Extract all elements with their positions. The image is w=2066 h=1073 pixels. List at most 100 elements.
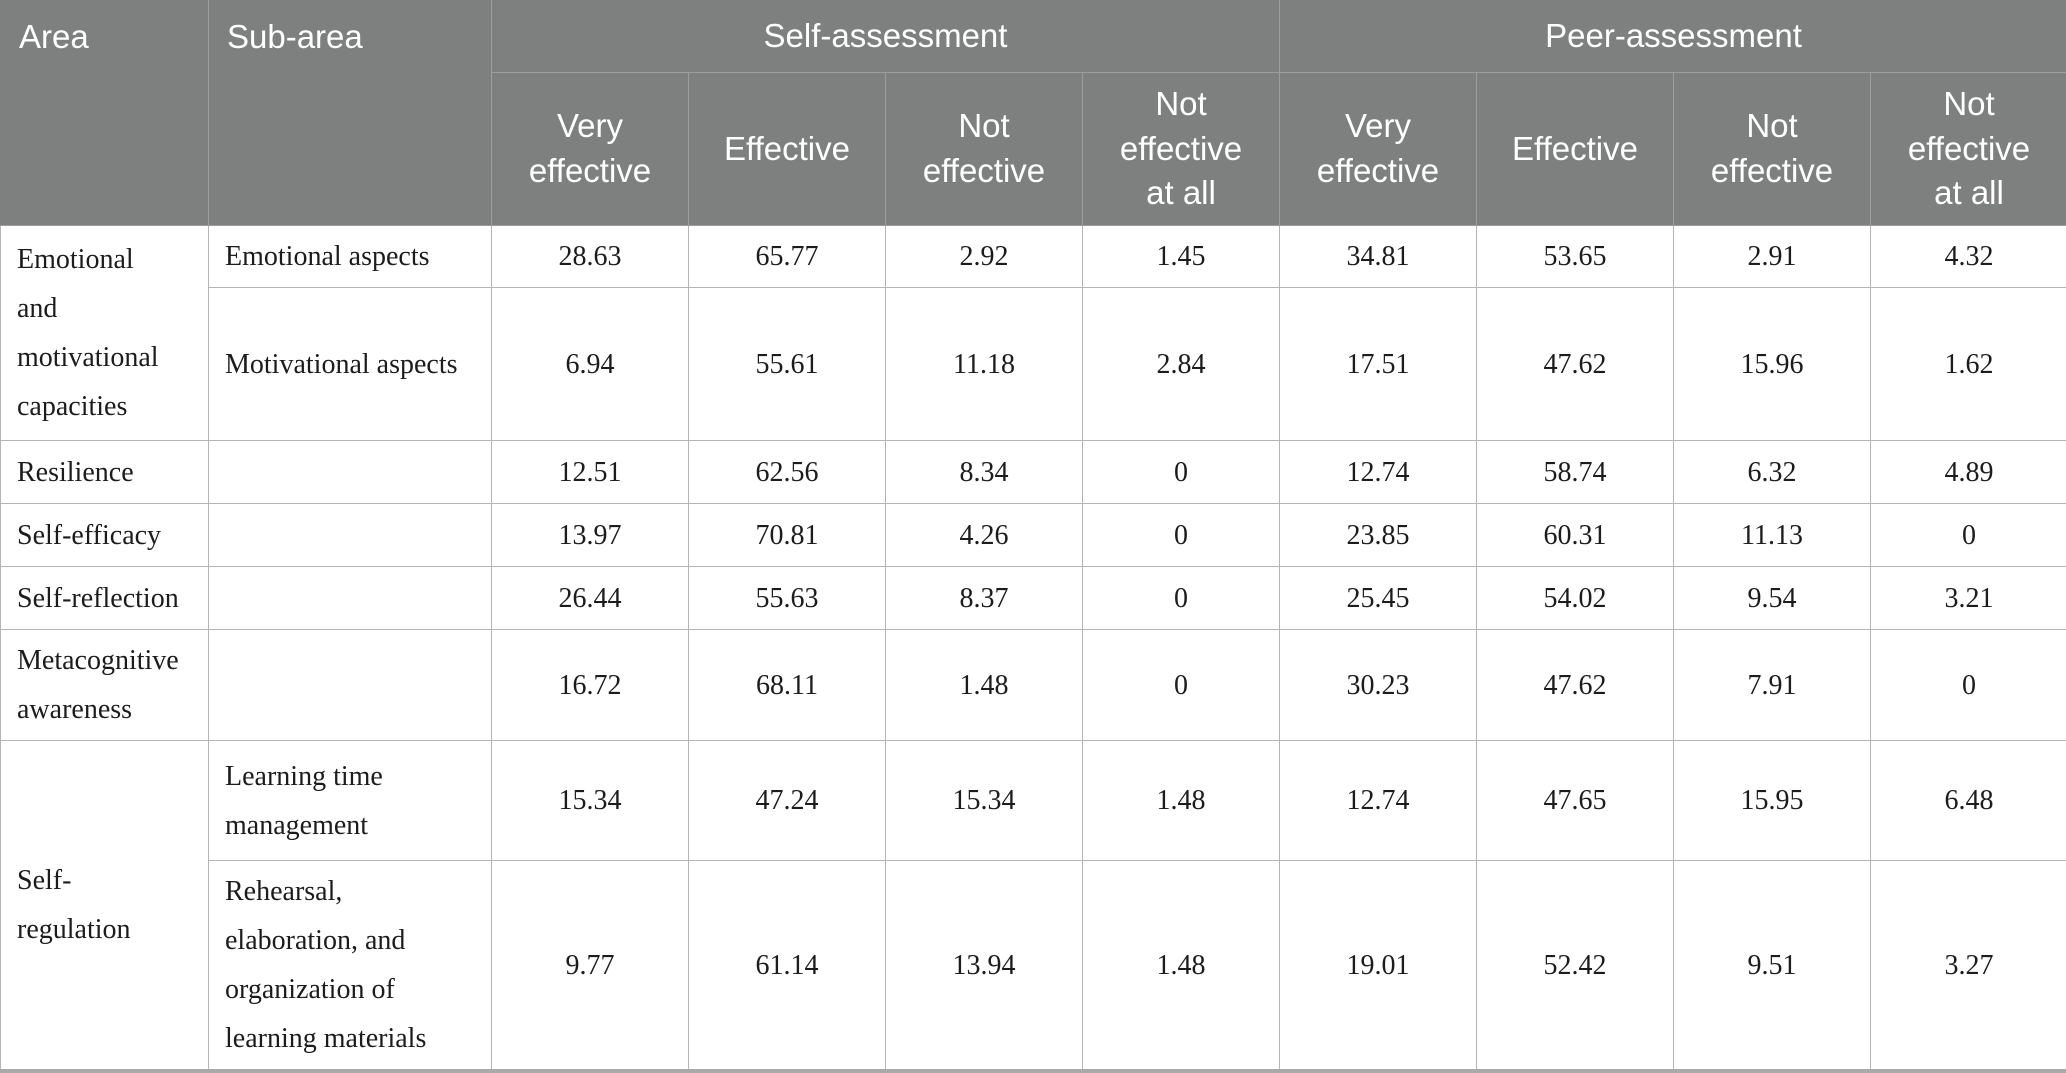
value-cell: 19.01 bbox=[1279, 860, 1477, 1072]
subarea-cell-empty bbox=[208, 629, 492, 741]
value-cell: 54.02 bbox=[1476, 566, 1674, 630]
col-header-peer-very-effective: Very effective bbox=[1279, 72, 1477, 226]
table-row: Metacognitive awareness 16.72 68.11 1.48… bbox=[0, 629, 2066, 741]
value-cell: 3.27 bbox=[1869, 860, 2066, 1072]
value-cell: 0 bbox=[1869, 503, 2066, 567]
value-cell: 15.95 bbox=[1673, 740, 1871, 861]
value-cell: 15.96 bbox=[1673, 287, 1871, 441]
value-cell: 62.56 bbox=[688, 440, 886, 504]
area-cell: Self-efficacy bbox=[0, 503, 209, 567]
subarea-cell: Learning time management bbox=[208, 740, 492, 861]
col-header-peer-not-effective-at-all: Not effective at all bbox=[1869, 72, 2066, 226]
col-header-self-very-effective: Very effective bbox=[491, 72, 689, 226]
value-cell: 0 bbox=[1082, 440, 1280, 504]
table-row: Rehearsal, elaboration, and organization… bbox=[1, 860, 2066, 1072]
value-cell: 47.62 bbox=[1476, 629, 1674, 741]
value-cell: 8.34 bbox=[885, 440, 1083, 504]
value-cell: 0 bbox=[1082, 566, 1280, 630]
value-cell: 15.34 bbox=[885, 740, 1083, 861]
table-row: Self-efficacy 13.97 70.81 4.26 0 23.85 6… bbox=[0, 503, 2066, 567]
value-cell: 0 bbox=[1082, 503, 1280, 567]
value-cell: 55.63 bbox=[688, 566, 886, 630]
col-header-peer-not-effective: Not effective bbox=[1673, 72, 1871, 226]
value-cell: 52.42 bbox=[1476, 860, 1674, 1072]
value-cell: 23.85 bbox=[1279, 503, 1477, 567]
value-cell: 6.94 bbox=[491, 287, 689, 441]
col-header-peer-effective: Effective bbox=[1476, 72, 1674, 226]
value-cell: 30.23 bbox=[1279, 629, 1477, 741]
value-cell: 25.45 bbox=[1279, 566, 1477, 630]
value-cell: 0 bbox=[1869, 629, 2066, 741]
value-cell: 4.32 bbox=[1869, 225, 2066, 288]
value-cell: 68.11 bbox=[688, 629, 886, 741]
value-cell: 9.77 bbox=[491, 860, 689, 1072]
value-cell: 4.89 bbox=[1869, 440, 2066, 504]
value-cell: 3.21 bbox=[1869, 566, 2066, 630]
value-cell: 17.51 bbox=[1279, 287, 1477, 441]
subarea-cell: Rehearsal, elaboration, and organization… bbox=[208, 860, 492, 1072]
value-cell: 1.48 bbox=[885, 629, 1083, 741]
value-cell: 11.13 bbox=[1673, 503, 1871, 567]
value-cell: 15.34 bbox=[491, 740, 689, 861]
value-cell: 12.51 bbox=[491, 440, 689, 504]
value-cell: 9.51 bbox=[1673, 860, 1871, 1072]
value-cell: 47.24 bbox=[688, 740, 886, 861]
value-cell: 60.31 bbox=[1476, 503, 1674, 567]
value-cell: 4.26 bbox=[885, 503, 1083, 567]
value-cell: 1.48 bbox=[1082, 860, 1280, 1072]
col-header-subarea: Sub-area bbox=[208, 0, 492, 226]
value-cell: 9.54 bbox=[1673, 566, 1871, 630]
table-header: Area Sub-area Self-assessment Peer-asses… bbox=[0, 0, 2066, 226]
area-cell: Emotional and motivational capacities bbox=[0, 225, 209, 441]
col-header-self-effective: Effective bbox=[688, 72, 886, 226]
value-cell: 61.14 bbox=[688, 860, 886, 1072]
area-cell: Metacognitive awareness bbox=[0, 629, 209, 741]
value-cell: 65.77 bbox=[688, 225, 886, 288]
value-cell: 2.92 bbox=[885, 225, 1083, 288]
area-cell: Self-reflection bbox=[0, 566, 209, 630]
table-body: Emotional and motivational capacities Em… bbox=[0, 225, 2066, 1072]
subarea-cell-empty bbox=[208, 503, 492, 567]
col-header-area: Area bbox=[0, 0, 209, 226]
group-header-peer-assessment: Peer-assessment bbox=[1278, 0, 2066, 73]
value-cell: 2.84 bbox=[1082, 287, 1280, 441]
value-cell: 6.48 bbox=[1869, 740, 2066, 861]
scale-header-row: Very effective Effective Not effective N… bbox=[1, 72, 2066, 226]
value-cell: 70.81 bbox=[688, 503, 886, 567]
value-cell: 13.97 bbox=[491, 503, 689, 567]
value-cell: 12.74 bbox=[1279, 740, 1477, 861]
value-cell: 47.65 bbox=[1476, 740, 1674, 861]
area-cell: Resilience bbox=[0, 440, 209, 504]
value-cell: 55.61 bbox=[688, 287, 886, 441]
value-cell: 58.74 bbox=[1476, 440, 1674, 504]
subarea-cell: Motivational aspects bbox=[208, 287, 492, 441]
value-cell: 1.45 bbox=[1082, 225, 1280, 288]
table-row: Resilience 12.51 62.56 8.34 0 12.74 58.7… bbox=[0, 440, 2066, 504]
table-row: Self- regulation Learning time managemen… bbox=[0, 740, 2066, 1072]
value-cell: 26.44 bbox=[491, 566, 689, 630]
value-cell: 28.63 bbox=[491, 225, 689, 288]
value-cell: 6.32 bbox=[1673, 440, 1871, 504]
value-cell: 0 bbox=[1082, 629, 1280, 741]
subarea-cell: Emotional aspects bbox=[208, 225, 492, 288]
group-header-row: Area Sub-area Self-assessment Peer-asses… bbox=[0, 0, 2066, 226]
subarea-cell-empty bbox=[208, 440, 492, 504]
col-header-self-not-effective: Not effective bbox=[885, 72, 1083, 226]
value-cell: 1.48 bbox=[1082, 740, 1280, 861]
subarea-cell-empty bbox=[208, 566, 492, 630]
area-cell: Self- regulation bbox=[0, 740, 209, 1072]
value-cell: 47.62 bbox=[1476, 287, 1674, 441]
value-cell: 34.81 bbox=[1279, 225, 1477, 288]
group-header-self-assessment: Self-assessment bbox=[491, 0, 1280, 73]
value-cell: 16.72 bbox=[491, 629, 689, 741]
value-cell: 13.94 bbox=[885, 860, 1083, 1072]
table-row: Self-reflection 26.44 55.63 8.37 0 25.45… bbox=[0, 566, 2066, 630]
value-cell: 12.74 bbox=[1279, 440, 1477, 504]
value-cell: 11.18 bbox=[885, 287, 1083, 441]
value-cell: 1.62 bbox=[1869, 287, 2066, 441]
value-cell: 2.91 bbox=[1673, 225, 1871, 288]
value-cell: 7.91 bbox=[1673, 629, 1871, 741]
table-row: Emotional and motivational capacities Em… bbox=[0, 225, 2066, 441]
